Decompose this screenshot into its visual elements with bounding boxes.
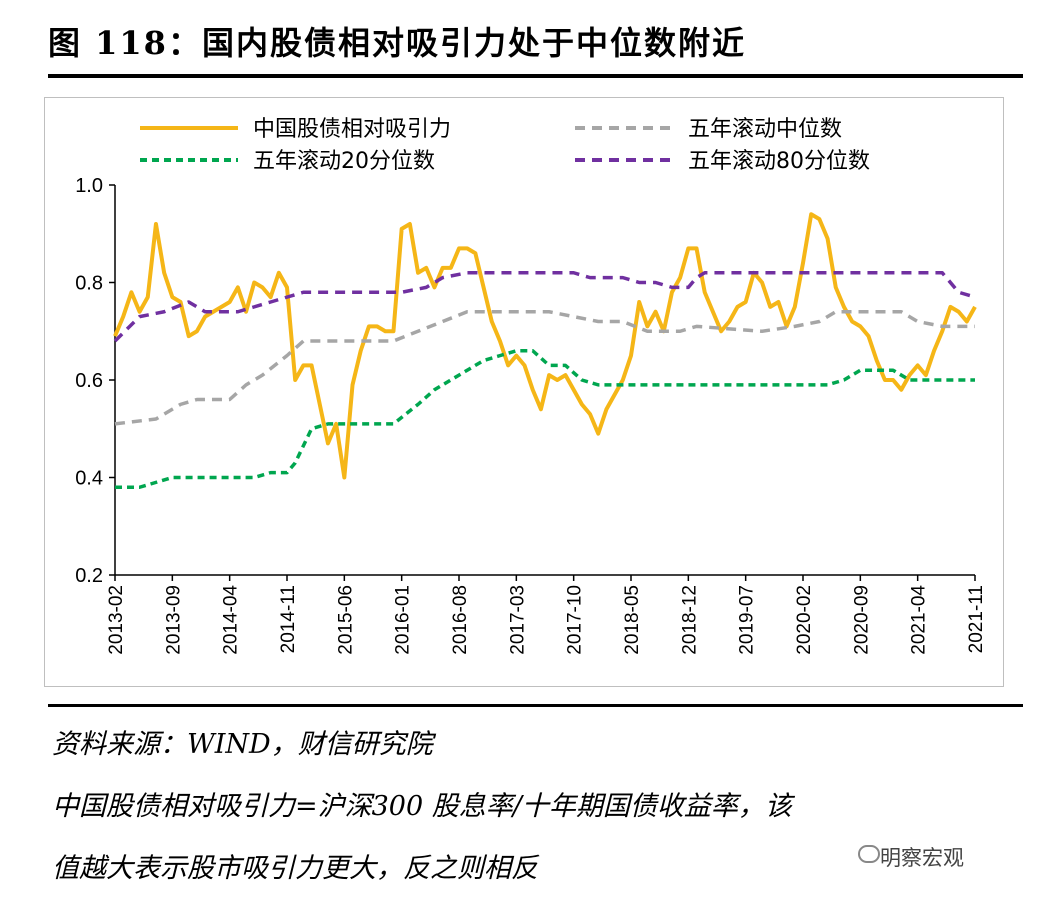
x-tick-label: 2016-08: [450, 585, 471, 655]
chart-title: 图 118：国内股债相对吸引力处于中位数附近: [48, 24, 746, 62]
legend-label-p80: 五年滚动80分位数: [688, 149, 870, 174]
x-tick-label: 2017-03: [507, 585, 528, 655]
x-tick-label: 2014-04: [221, 585, 242, 655]
x-tick-label: 2016-01: [393, 585, 414, 655]
y-tick-label: 0.6: [75, 370, 103, 392]
x-tick-label: 2014-11: [278, 585, 299, 653]
chart-frame: [44, 97, 1004, 687]
x-tick-label: 2018-12: [679, 585, 700, 655]
y-tick-label: 0.8: [75, 273, 103, 295]
wechat-icon: [858, 845, 880, 863]
y-tick-label: 1.0: [75, 175, 103, 197]
y-tick-label: 0.2: [75, 565, 103, 587]
x-tick-label: 2019-07: [737, 585, 758, 655]
series-line-attraction: [113, 212, 977, 480]
x-tick-label: 2020-09: [851, 585, 872, 655]
notes-rule: [48, 704, 1023, 707]
x-tick-label: 2013-02: [106, 585, 127, 655]
legend-label-median: 五年滚动中位数: [688, 117, 842, 142]
x-tick-label: 2021-04: [909, 585, 930, 655]
legend-label-p20: 五年滚动20分位数: [253, 149, 435, 174]
x-tick-label: 2021-11: [966, 585, 987, 653]
x-tick-label: 2018-05: [622, 585, 643, 655]
title-rule: [48, 74, 1023, 78]
series-line-p20: [115, 349, 975, 489]
x-tick-label: 2020-02: [794, 585, 815, 655]
x-tick-label: 2015-06: [335, 585, 356, 655]
series-line-median: [114, 310, 975, 426]
definition-note-line2: 值越大表示股市吸引力更大，反之则相反: [52, 853, 538, 884]
legend-label-attraction: 中国股债相对吸引力: [253, 117, 451, 142]
watermark: 明察宏观: [880, 846, 964, 870]
x-tick-label: 2017-10: [565, 585, 586, 655]
x-tick-label: 2013-09: [163, 585, 184, 655]
y-tick-label: 0.4: [75, 468, 103, 490]
source-note: 资料来源：WIND，财信研究院: [52, 729, 433, 760]
definition-note-line1: 中国股债相对吸引力=沪深300 股息率/十年期国债收益率，该: [52, 791, 792, 822]
series-line-p80: [113, 271, 976, 343]
